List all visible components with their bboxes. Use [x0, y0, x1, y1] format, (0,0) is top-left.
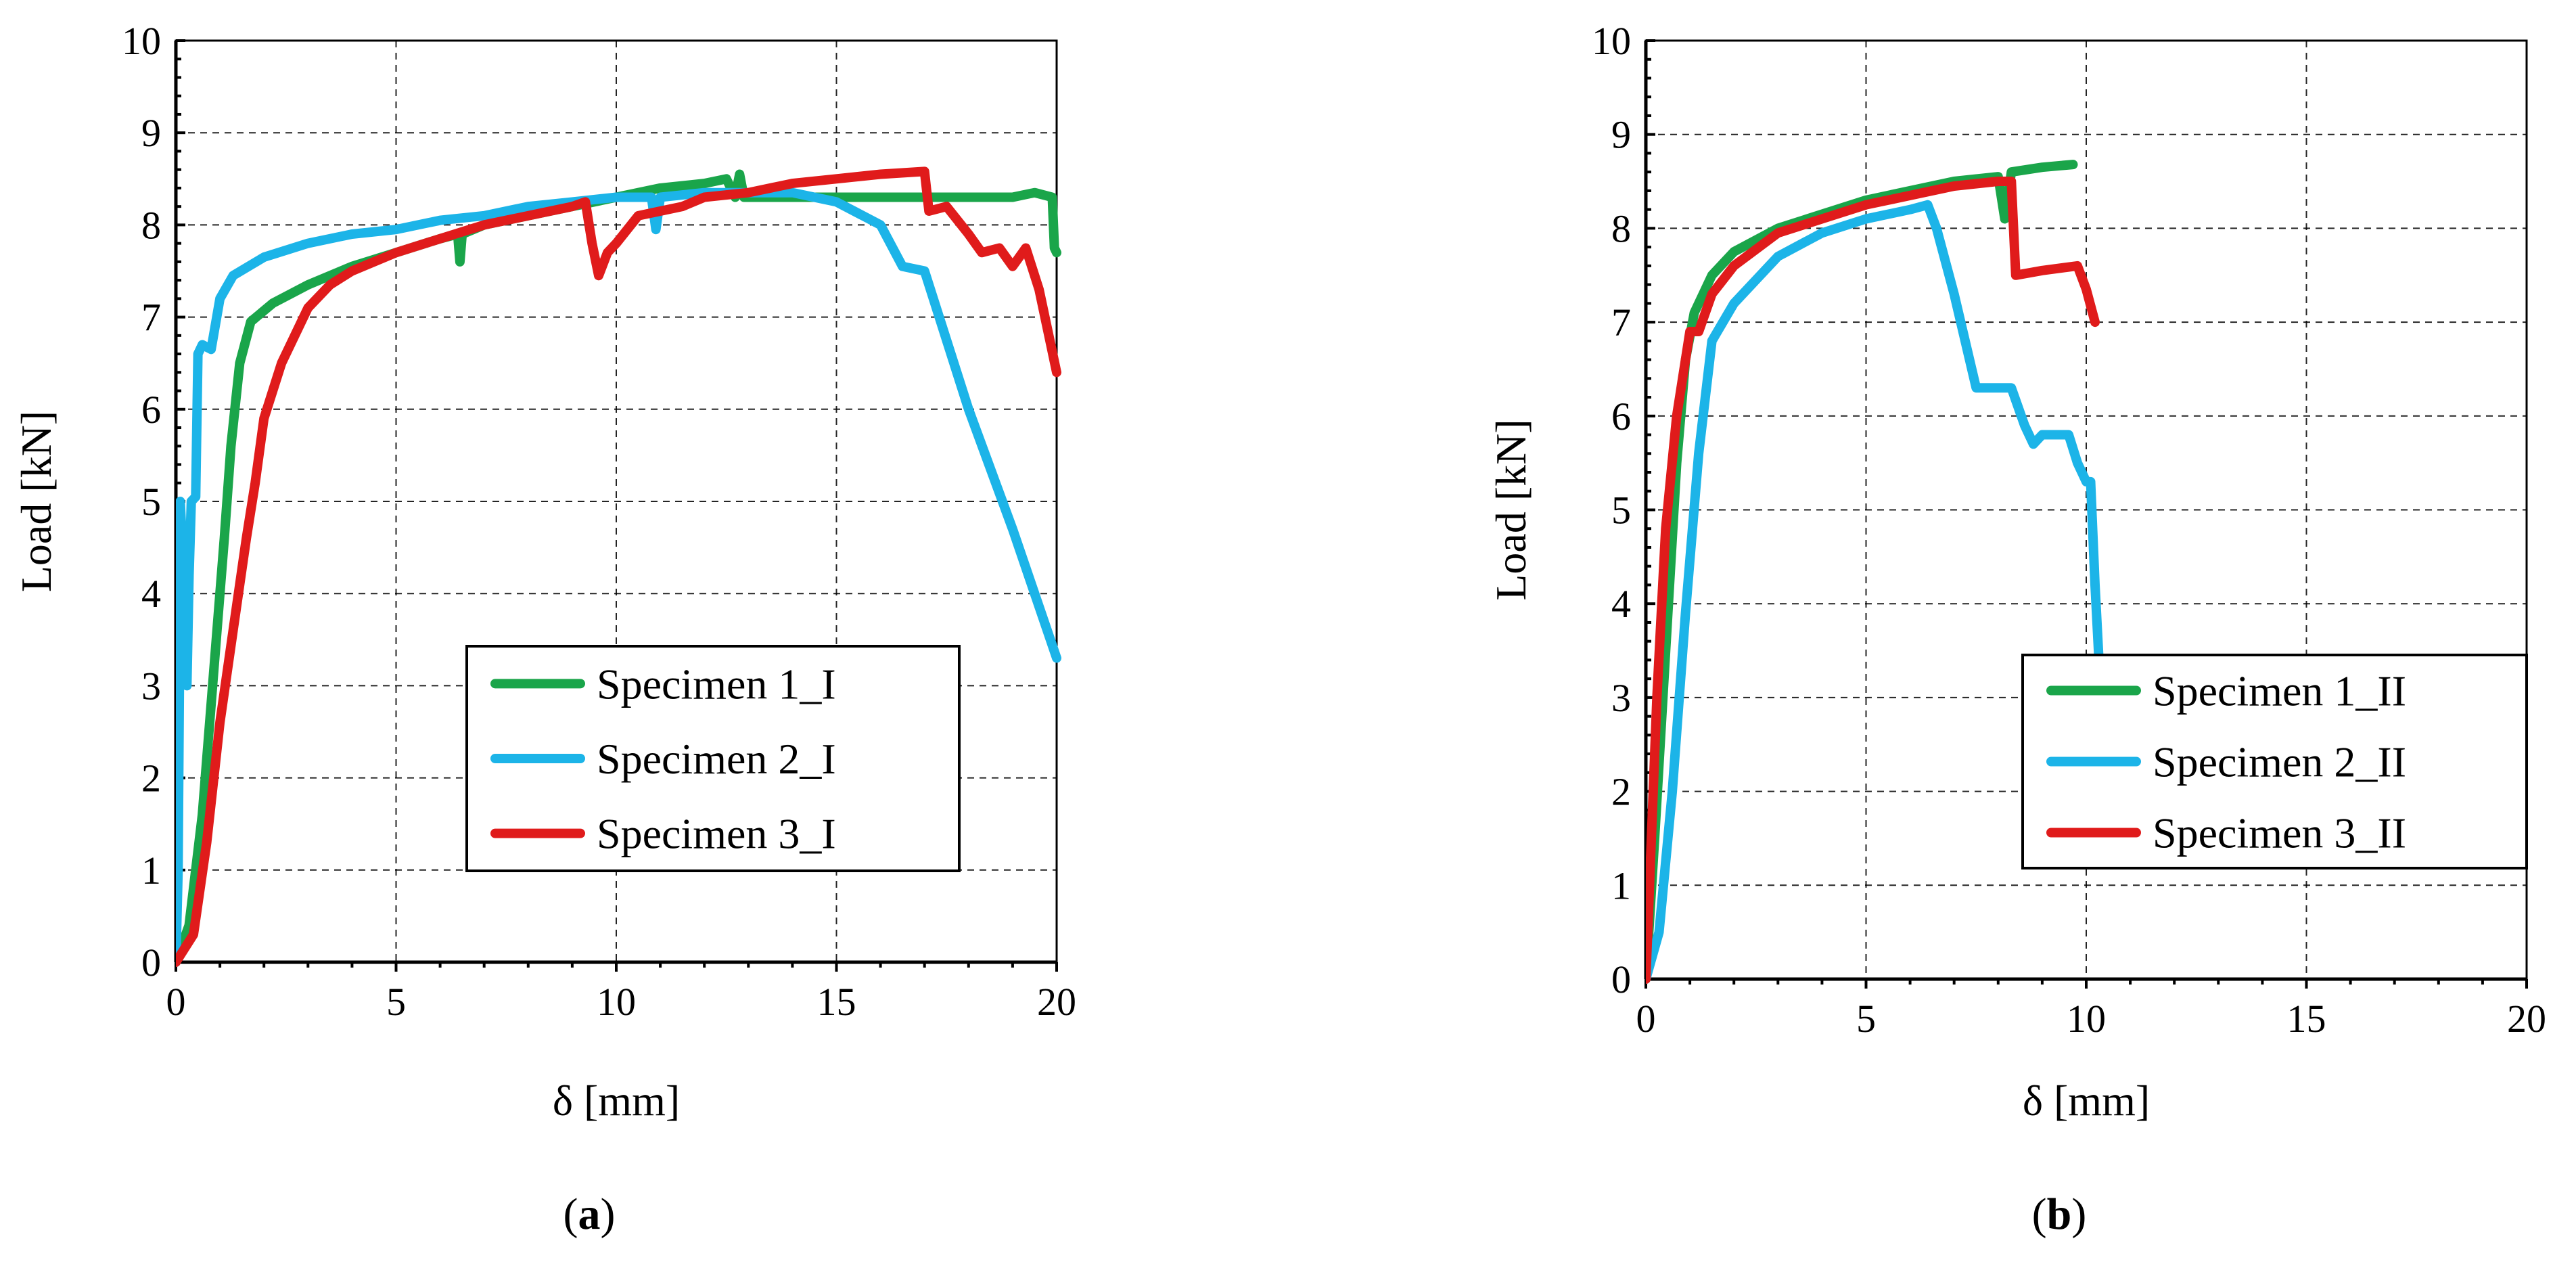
- x-tick-label: 15: [817, 980, 856, 1024]
- panel-caption: (a): [564, 1190, 616, 1239]
- y-tick-label: 10: [122, 19, 161, 63]
- y-tick-label: 10: [1592, 19, 1631, 63]
- x-axis-label: δ [mm]: [553, 1077, 680, 1125]
- y-tick-label: 7: [1611, 300, 1631, 344]
- y-tick-label: 4: [1611, 582, 1631, 626]
- legend-label-2: Specimen 2_II: [2153, 738, 2406, 786]
- panel-letter: b: [2047, 1190, 2072, 1239]
- y-tick-label: 8: [1611, 206, 1631, 250]
- y-tick-label: 1: [141, 849, 161, 892]
- y-tick-label: 2: [141, 756, 161, 800]
- y-tick-label: 6: [141, 388, 161, 432]
- x-tick-label: 0: [166, 980, 186, 1024]
- legend: Specimen 1_II Specimen 2_II Specimen 3_II: [2021, 654, 2528, 869]
- y-tick-label: 6: [1611, 394, 1631, 438]
- y-tick-label: 9: [141, 111, 161, 155]
- y-tick-label: 3: [141, 664, 161, 708]
- y-axis-label: Load [kN]: [12, 411, 60, 592]
- legend-label-1: Specimen 1_II: [2153, 667, 2406, 715]
- legend: Specimen 1_I Specimen 2_I Specimen 3_I: [465, 645, 961, 872]
- series-line-2: [176, 187, 1061, 967]
- series-line-3: [176, 166, 1061, 967]
- y-tick-label: 0: [1611, 957, 1631, 1001]
- y-tick-label: 4: [141, 572, 161, 616]
- y-tick-label: 7: [141, 296, 161, 340]
- panel-caption: (b): [2032, 1190, 2087, 1239]
- x-tick-label: 20: [2507, 997, 2546, 1041]
- y-axis-label: Load [kN]: [1487, 419, 1535, 600]
- x-tick-label: 10: [597, 980, 636, 1024]
- panel-letter: a: [578, 1190, 601, 1239]
- x-tick-label: 10: [2067, 997, 2106, 1041]
- y-tick-label: 5: [141, 480, 161, 524]
- panel-b-chart: 0 5 10 15 20 0 1 2 3 4 5 6 7 8 9 10 δ [mm] Load [kN] Speci…: [1487, 19, 2546, 1239]
- x-axis-label: δ [mm]: [2023, 1077, 2150, 1125]
- legend-label-1: Specimen 1_I: [597, 660, 836, 708]
- panel-a-chart: 0 5 10 15 20 0 1 2 3 4 5 6 7 8 9 10 δ [mm] Load [kN] Speci…: [12, 19, 1076, 1239]
- x-tick-label: 15: [2287, 997, 2326, 1041]
- series-line-2: [1646, 200, 2104, 984]
- y-tick-label: 9: [1611, 113, 1631, 157]
- series-line-1: [1646, 160, 2078, 984]
- legend-label-2: Specimen 2_I: [597, 735, 836, 783]
- y-tick-label: 0: [141, 941, 161, 985]
- x-tick-label: 20: [1037, 980, 1076, 1024]
- x-tick-label: 5: [386, 980, 406, 1024]
- y-tick-label: 2: [1611, 770, 1631, 814]
- x-tick-label: 0: [1636, 997, 1656, 1041]
- y-tick-label: 8: [141, 203, 161, 247]
- legend-label-3: Specimen 3_II: [2153, 809, 2406, 857]
- y-tick-label: 5: [1611, 489, 1631, 533]
- series-line-3: [1646, 177, 2100, 984]
- x-tick-label: 5: [1856, 997, 1876, 1041]
- legend-label-3: Specimen 3_I: [597, 810, 836, 858]
- y-tick-label: 3: [1611, 676, 1631, 720]
- y-tick-label: 1: [1611, 863, 1631, 907]
